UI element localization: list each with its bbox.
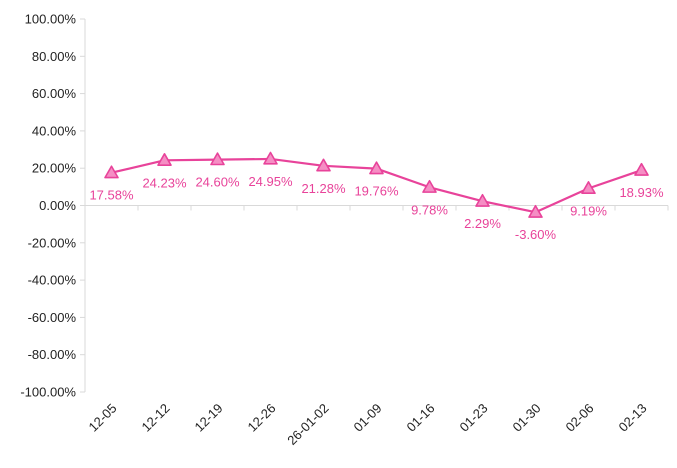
data-label: 18.93% xyxy=(619,185,664,200)
data-label: 2.29% xyxy=(464,216,501,231)
y-tick-label: -40.00% xyxy=(28,273,77,288)
x-tick-label: 02-13 xyxy=(616,401,650,435)
data-labels: 17.58% 24.23% 24.60% 24.95% 21.28% 19.76% 9.78… xyxy=(89,174,664,242)
data-label: -3.60% xyxy=(515,227,557,242)
data-point-marker xyxy=(634,162,649,176)
x-tick-label: 01-30 xyxy=(510,401,544,435)
y-tick-label: 60.00% xyxy=(32,86,77,101)
data-point-marker xyxy=(157,153,172,166)
data-label: 9.19% xyxy=(570,203,607,218)
y-tick-label: -20.00% xyxy=(28,235,77,250)
x-tick-label: 01-09 xyxy=(351,401,385,435)
y-tick-label: 80.00% xyxy=(32,49,77,64)
data-label: 24.23% xyxy=(142,175,187,190)
x-tick-label: 26-01-02 xyxy=(284,401,331,448)
y-tick-label: 0.00% xyxy=(39,198,76,213)
x-tick-label: 12-26 xyxy=(245,401,279,435)
data-label: 24.95% xyxy=(248,174,293,189)
data-label: 24.60% xyxy=(195,175,240,190)
x-tick-label: 12-05 xyxy=(86,401,120,435)
y-tick-label: -60.00% xyxy=(28,310,77,325)
data-point-marker xyxy=(210,152,225,166)
data-point-marker xyxy=(263,151,278,165)
data-label: 19.76% xyxy=(354,184,399,199)
y-tick-label: 40.00% xyxy=(32,123,77,138)
x-tick-label: 02-06 xyxy=(563,401,597,435)
data-label: 9.78% xyxy=(411,202,448,217)
y-tick-label: 20.00% xyxy=(32,161,77,176)
y-axis: 100.00% 80.00% 60.00% 40.00% 20.00% 0.00% -20.… xyxy=(20,12,86,400)
data-label: 21.28% xyxy=(301,181,346,196)
x-tick-label: 01-23 xyxy=(457,401,491,435)
x-axis: 12-05 12-12 12-19 12-26 26-01-02 01-09 01-16 01… xyxy=(84,205,669,448)
y-tick-label: -100.00% xyxy=(20,385,76,400)
x-tick-label: 01-16 xyxy=(404,401,438,435)
data-point-marker xyxy=(581,181,596,195)
data-label: 17.58% xyxy=(89,188,134,203)
x-tick-label: 12-19 xyxy=(192,401,226,435)
y-tick-label: -80.00% xyxy=(28,347,77,362)
data-point-marker xyxy=(475,193,490,207)
data-point-marker xyxy=(369,161,384,175)
x-tick-label: 12-12 xyxy=(139,401,173,435)
series-line xyxy=(104,151,649,218)
data-point-marker xyxy=(422,179,437,193)
data-point-marker xyxy=(528,204,543,218)
data-point-marker xyxy=(104,165,119,179)
y-tick-label: 100.00% xyxy=(25,12,77,27)
data-point-marker xyxy=(316,158,331,172)
